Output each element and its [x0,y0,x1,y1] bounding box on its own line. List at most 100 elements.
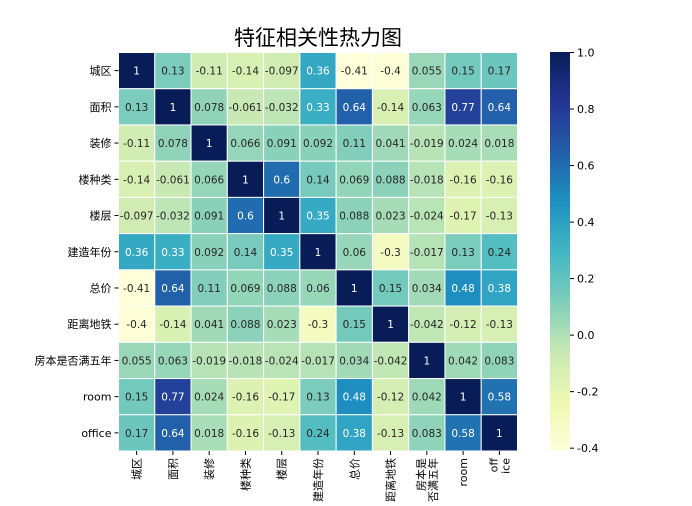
heatmap-cell [371,52,410,90]
cell-value-label: 0.14 [234,247,258,259]
y-tick-label: 楼种类 [79,172,112,186]
cell-value-label: 0.64 [161,283,185,295]
cell-value-label: 0.083 [484,355,514,367]
cell-value-label: 1 [315,247,322,259]
heatmap-cell [444,305,482,343]
x-tick-label: 装修 [202,458,216,480]
cell-value-label: -0.14 [377,102,404,114]
cell-value-label: 1 [278,211,285,223]
heatmap-cell [444,341,482,380]
cell-value-label: 0.069 [230,283,260,295]
cell-value-label: 0.64 [343,102,367,114]
heatmap-cell [299,233,337,271]
heatmap-cell [480,233,518,271]
y-tick-label: 楼层 [90,209,112,223]
cell-value-label: -0.097 [265,66,299,78]
heatmap-cell [154,52,192,90]
cell-value-label: -0.018 [229,355,263,367]
y-tick-label: 装修 [90,136,112,150]
cell-value-label: 0.14 [306,174,330,186]
cell-value-label: -0.019 [192,355,226,367]
y-tick-label: 面积 [90,101,112,114]
cell-value-label: 0.091 [267,138,297,150]
cell-value-label: -0.3 [308,319,329,331]
heatmap-cell [444,88,482,126]
cell-value-label: 0.066 [230,138,260,150]
heatmap-cell [408,160,446,198]
heatmap-cell [299,378,337,416]
cell-value-label: 0.13 [451,247,474,259]
cell-value-label: -0.17 [268,392,295,404]
cell-value-label: 0.042 [412,392,442,404]
x-tick-label: room [457,458,470,486]
heatmap-cell [118,233,156,271]
cell-value-label: -0.019 [410,138,444,150]
cell-value-label: 0.023 [376,211,406,223]
heatmap-cell [408,341,446,380]
cell-value-label: 0.055 [412,66,442,78]
heatmap-cell [480,124,518,162]
cell-value-label: 1 [387,319,394,331]
cell-value-label: -0.4 [126,319,147,331]
chart-title: 特征相关性热力图 [234,26,402,50]
heatmap-cell [299,52,337,90]
heatmap-cell [335,269,373,307]
cell-value-label: 0.018 [194,428,224,440]
cell-value-label: 0.17 [125,428,148,440]
heatmap-cell [190,88,228,126]
heatmap-cell [299,124,337,162]
cell-value-label: -0.14 [123,174,150,186]
heatmap-cell [408,414,446,452]
cell-value-label: 0.15 [343,319,366,331]
cell-value-label: -0.13 [486,211,513,223]
cell-value-label: -0.032 [156,211,190,223]
cell-value-label: -0.41 [341,66,368,78]
cell-value-label: -0.13 [268,428,295,440]
cell-value-label: 0.33 [161,247,184,259]
heatmap-cell [154,196,192,235]
cell-value-label: -0.042 [410,319,444,331]
cell-value-label: 0.58 [488,392,511,404]
colorbar-tick-label: 0.6 [577,160,595,173]
cell-value-label: -0.41 [123,283,150,295]
heatmap-cell [335,124,373,162]
cell-value-label: -0.4 [380,66,401,78]
heatmap-cell [299,88,337,126]
cell-value-label: -0.11 [123,138,150,150]
cell-value-label: -0.061 [156,174,190,186]
cell-value-label: 1 [170,102,177,114]
heatmap-cell [118,341,156,380]
cell-value-label: -0.16 [450,174,477,186]
cell-value-label: 1 [423,355,430,367]
cell-value-label: 0.063 [412,102,442,114]
cell-value-label: -0.11 [196,66,223,78]
y-tick-label: 城区 [90,65,112,78]
heatmap-cell [226,378,265,416]
heatmap-cell [299,414,337,452]
heatmap-cell [335,341,373,380]
heatmap-cell [371,378,410,416]
x-tick-label: 建造年份 [311,458,325,502]
colorbar-tick-label: -0.4 [577,442,598,455]
cell-value-label: 1 [460,392,467,404]
heatmap-cell [154,269,192,307]
heatmap-cell [190,160,228,198]
cell-value-label: 0.77 [451,102,474,114]
cell-value-label: 0.088 [339,211,369,223]
cell-value-label: -0.14 [232,66,259,78]
colorbar-tick-label: -0.2 [577,386,598,399]
heatmap-cell [154,414,192,452]
heatmap-cell [408,124,446,162]
heatmap-cell [263,378,301,416]
heatmap-cell [299,269,337,307]
heatmap-cell [226,196,265,235]
cell-value-label: 0.078 [194,102,224,114]
heatmap-cell [408,378,446,416]
heatmap-cell [480,196,518,235]
cell-value-label: 0.6 [237,211,254,223]
heatmap-cell [118,88,156,126]
cell-value-label: -0.17 [450,211,477,223]
cell-value-label: 0.078 [158,138,188,150]
cell-value-label: 1 [206,138,213,150]
